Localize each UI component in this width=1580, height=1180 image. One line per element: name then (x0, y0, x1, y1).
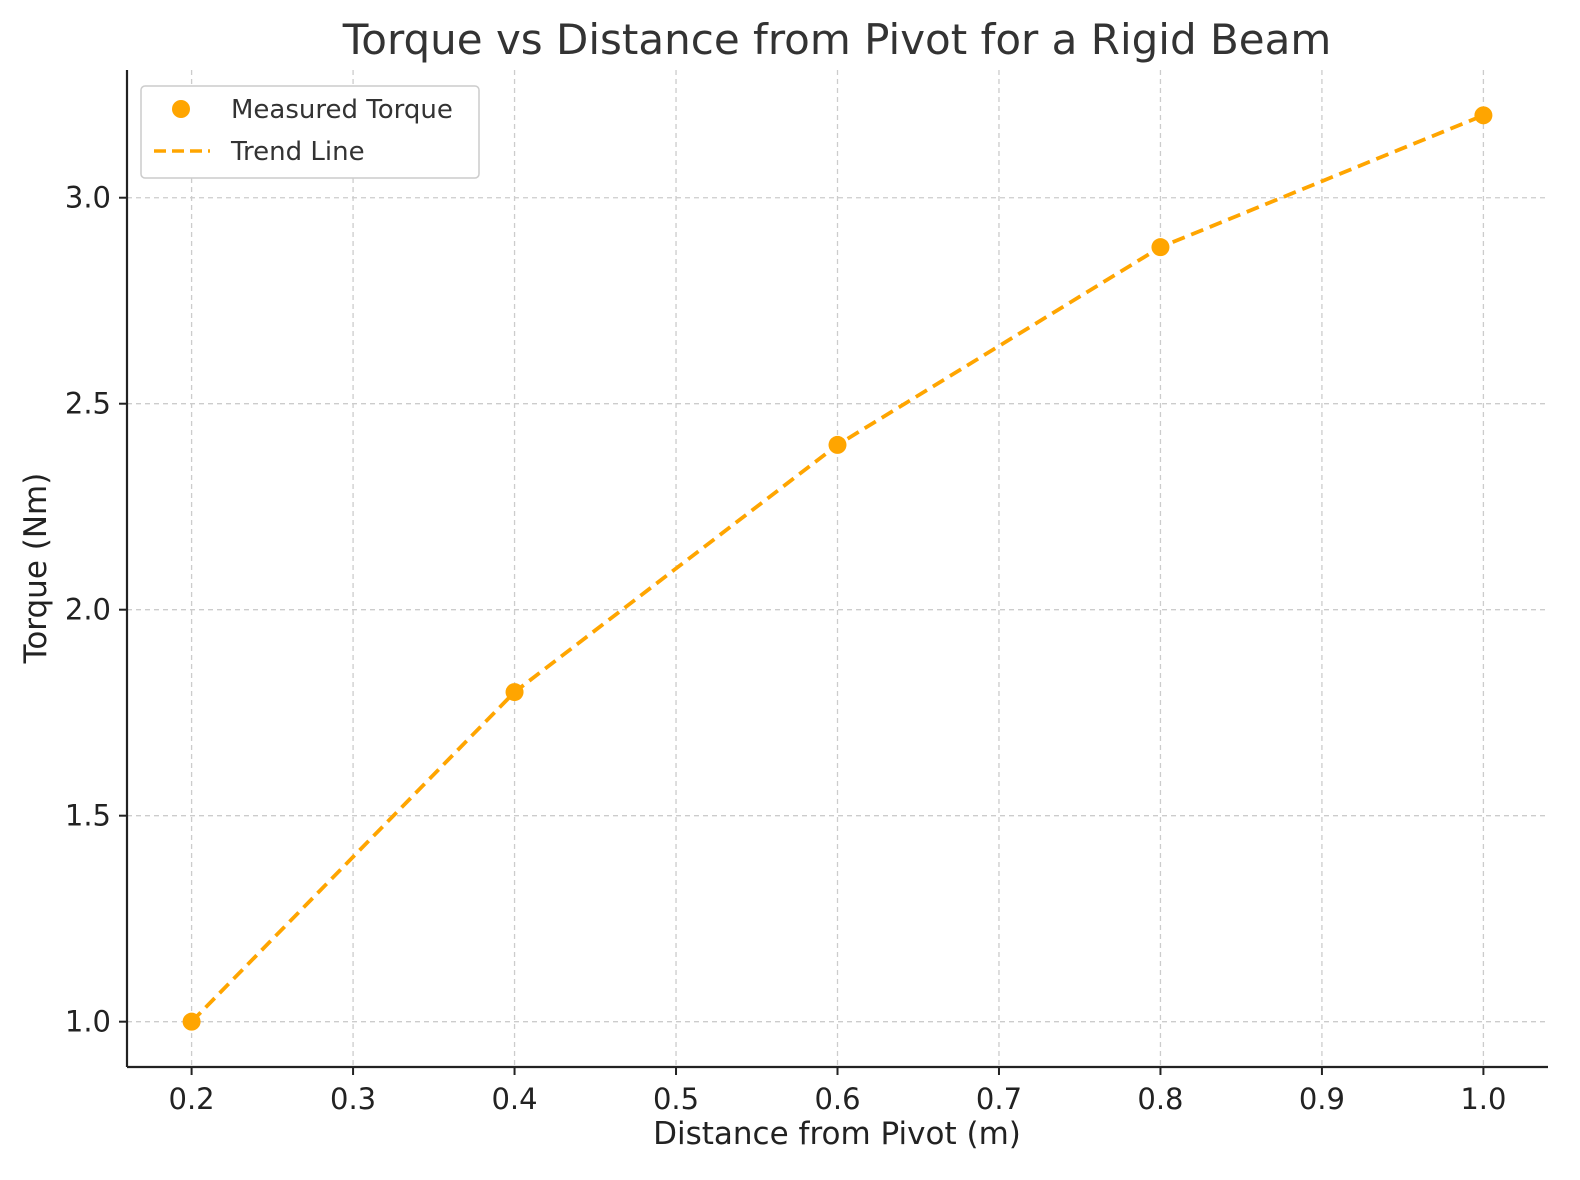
legend: Measured Torque Trend Line (140, 85, 480, 179)
x-tick-label: 0.5 (653, 1082, 699, 1116)
y-tick-label: 1.0 (65, 1005, 111, 1039)
y-tick-label: 3.0 (65, 181, 111, 215)
y-tick-label: 2.5 (65, 387, 111, 421)
grid (127, 70, 1548, 1067)
measured-point (1474, 106, 1493, 125)
x-tick-label: 0.4 (491, 1082, 537, 1116)
x-tick-label: 0.8 (1137, 1082, 1183, 1116)
y-tick-label: 1.5 (65, 799, 111, 833)
measured-point (182, 1012, 201, 1031)
measured-point (828, 435, 847, 454)
y-tick-label: 2.0 (65, 593, 111, 627)
measured-point (505, 683, 524, 702)
legend-marker-measured (172, 100, 190, 118)
x-tick-label: 0.2 (169, 1082, 215, 1116)
measured-point (1151, 238, 1170, 257)
x-tick-label: 0.6 (814, 1082, 860, 1116)
legend-label-measured: Measured Torque (231, 95, 453, 125)
tick-labels: 0.2 0.3 0.4 0.5 0.6 0.7 0.8 0.9 1.0 1.0 1.5 2.0 2.5 3… (65, 181, 1507, 1116)
x-tick-label: 0.9 (1299, 1082, 1345, 1116)
chart-title: Torque vs Distance from Pivot for a Rigi… (342, 15, 1332, 64)
legend-label-trend: Trend Line (230, 137, 365, 167)
x-axis-label: Distance from Pivot (m) (653, 1116, 1021, 1152)
legend-frame (140, 85, 480, 179)
series-layer (182, 106, 1493, 1031)
y-axis-label: Torque (Nm) (18, 473, 54, 665)
x-tick-label: 0.3 (330, 1082, 376, 1116)
x-tick-label: 1.0 (1460, 1082, 1506, 1116)
axes (119, 70, 1548, 1075)
x-tick-label: 0.7 (976, 1082, 1022, 1116)
